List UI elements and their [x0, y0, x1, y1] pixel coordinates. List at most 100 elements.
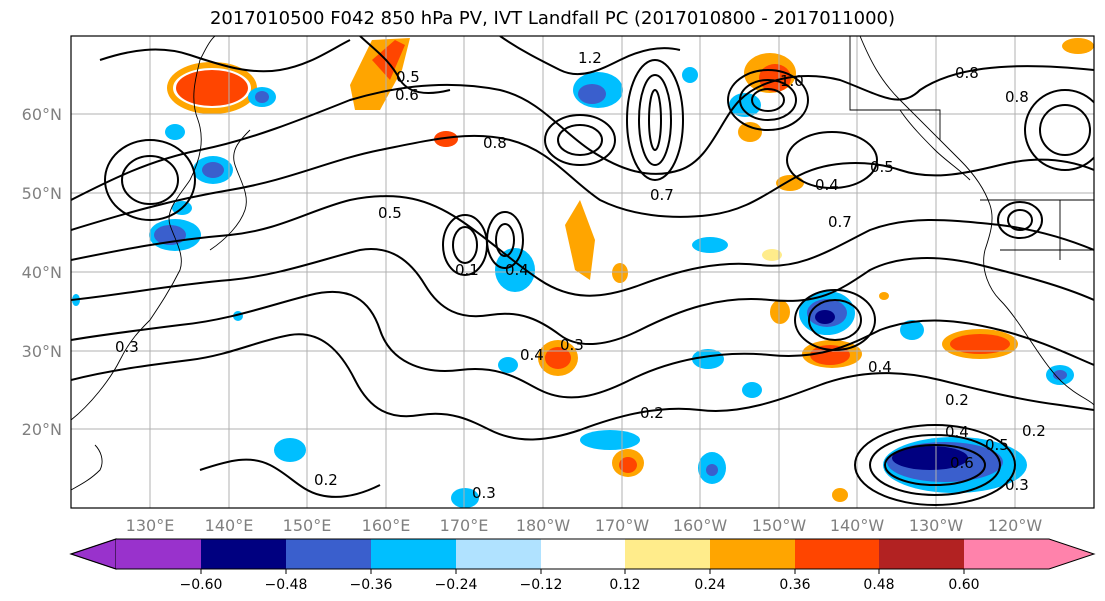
colorbar-segment [286, 539, 371, 569]
shade-positive [770, 300, 790, 324]
contour-label: 1.0 [780, 72, 804, 90]
colorbar: −0.60 −0.48 −0.36 −0.24 −0.12 0.12 0.24 … [69, 538, 1096, 593]
contour-label: 0.5 [378, 204, 402, 222]
shade-negative [255, 91, 269, 103]
shade-negative [682, 67, 698, 83]
lat-label: 60°N [22, 105, 62, 124]
shade-positive [545, 347, 571, 369]
colorbar-tick-label: −0.48 [265, 577, 308, 593]
shade-negative [900, 320, 924, 340]
colorbar-tick-label: −0.12 [520, 577, 563, 593]
colorbar-min-extend [69, 538, 117, 570]
contour-label: 0.2 [314, 471, 338, 489]
shade-negative [892, 446, 968, 470]
colorbar-segment [625, 539, 710, 569]
colorbar-tick-label: 0.24 [694, 577, 725, 593]
lon-label: 130°E [126, 516, 175, 535]
shade-negative [692, 237, 728, 253]
lon-label: 170°W [595, 516, 650, 535]
contour-layer [71, 36, 1094, 506]
shade-negative [580, 430, 640, 450]
colorbar-tick-label: 0.48 [863, 577, 894, 593]
contour-label: 0.4 [520, 346, 544, 364]
shade-negative [742, 382, 762, 398]
lon-axis: 130°E 140°E 150°E 160°E 170°E 180°W 170°… [126, 516, 1043, 535]
shade-positive [434, 131, 458, 147]
shade-positive [619, 457, 637, 473]
lat-label: 30°N [22, 342, 62, 361]
contour-label: 0.6 [395, 86, 419, 104]
contour-label: 0.2 [640, 404, 664, 422]
colorbar-tick-label: 0.60 [948, 577, 979, 593]
contour-label: 0.8 [483, 134, 507, 152]
lon-label: 170°E [440, 516, 489, 535]
colorbar-outline [69, 538, 1096, 570]
contour-label: 0.4 [505, 261, 529, 279]
colorbar-segment [795, 539, 879, 569]
shade-positive [950, 334, 1010, 354]
shade-negative [1053, 370, 1067, 380]
contour-label: 0.3 [560, 336, 584, 354]
contour-label: 0.7 [650, 186, 674, 204]
map-frame [70, 35, 1095, 509]
contour-label: 0.8 [955, 64, 979, 82]
colorbar-tick-label: 0.12 [609, 577, 640, 593]
contour-label: 0.4 [945, 423, 969, 441]
shade-positive [167, 62, 257, 114]
contour-label: 0.5 [396, 68, 420, 86]
shade-positive [832, 488, 848, 502]
colorbar-segment [710, 539, 795, 569]
colorbar-segment [116, 539, 201, 569]
shade-positive [762, 249, 782, 261]
shade-negative [274, 438, 306, 462]
contour-label: 0.5 [985, 436, 1009, 454]
shade-negative [165, 124, 185, 140]
shade-positive [738, 122, 762, 142]
lon-label: 160°W [673, 516, 728, 535]
colorbar-segment [201, 539, 286, 569]
shade-positive [176, 70, 248, 106]
lon-label: 120°W [988, 516, 1043, 535]
shade-negative [495, 248, 535, 292]
colorbar-segment [371, 539, 456, 569]
contour-label: 0.3 [1005, 476, 1029, 494]
contour-label: 0.2 [945, 391, 969, 409]
shade-negative [498, 357, 518, 373]
lon-label: 150°E [283, 516, 332, 535]
lat-axis: 60°N 50°N 40°N 30°N 20°N [22, 105, 62, 439]
shade-positive [1062, 38, 1094, 54]
shade-positive [879, 292, 889, 300]
shade-positive [810, 345, 850, 365]
contour-label: 0.2 [1022, 422, 1046, 440]
shade-negative [578, 84, 606, 104]
shade-negative [706, 464, 718, 476]
map-title: 2017010500 F042 850 hPa PV, IVT Landfall… [209, 8, 896, 29]
colorbar-tick-label: −0.36 [350, 577, 393, 593]
colorbar-segment [964, 539, 1049, 569]
colorbar-tick-label: −0.60 [180, 577, 223, 593]
shade-positive [565, 200, 595, 280]
colorbar-segment [879, 539, 964, 569]
contour-label: 0.3 [472, 484, 496, 502]
shade-positive [372, 40, 405, 80]
shade-positive [612, 263, 628, 283]
contour-labels: 1.2 0.5 0.6 0.8 0.7 0.8 1.0 0.4 0.5 0.7 … [115, 49, 1046, 502]
graticule [71, 36, 1094, 508]
lon-label: 150°W [752, 516, 807, 535]
contour-label: 0.1 [455, 261, 479, 279]
shade-negative [202, 162, 224, 178]
contour-label: 0.3 [115, 338, 139, 356]
lat-label: 20°N [22, 420, 62, 439]
contour-label: 0.4 [868, 358, 892, 376]
contour-label: 1.2 [578, 49, 602, 67]
shade-negative [451, 488, 479, 508]
contour-label: 0.7 [828, 213, 852, 231]
lat-label: 40°N [22, 263, 62, 282]
coastlines [71, 36, 1094, 491]
shade-negative [815, 310, 835, 324]
lat-label: 50°N [22, 184, 62, 203]
lon-label: 130°W [909, 516, 964, 535]
lon-label: 140°W [830, 516, 885, 535]
colorbar-tick-label: 0.36 [779, 577, 810, 593]
